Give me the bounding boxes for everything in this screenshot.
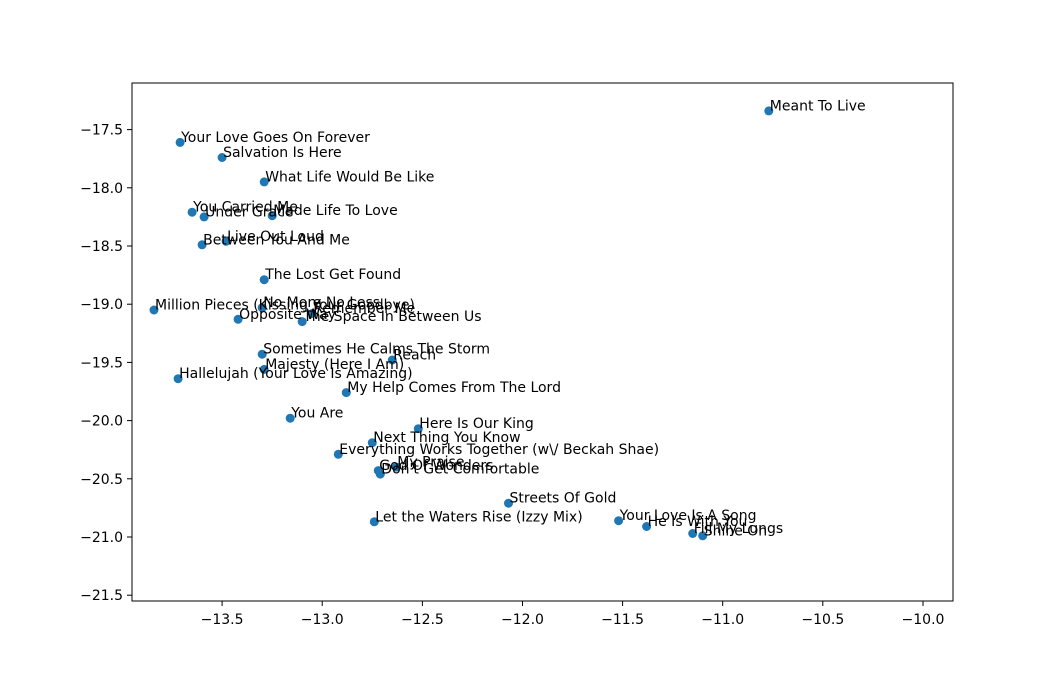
y-tick-label: −19.0 bbox=[80, 297, 123, 313]
point-label: Made Life To Love bbox=[273, 203, 398, 219]
point-label: What Life Would Be Like bbox=[265, 169, 434, 185]
point-label: The Space In Between Us bbox=[302, 309, 481, 325]
y-tick-label: −21.5 bbox=[80, 588, 123, 604]
data-point bbox=[221, 236, 231, 246]
point-label: Reach bbox=[393, 348, 436, 364]
y-tick-label: −19.5 bbox=[80, 355, 123, 371]
point-label: Your Love Goes On Forever bbox=[180, 130, 370, 146]
data-point bbox=[391, 462, 401, 472]
point-label: The Lost Get Found bbox=[264, 267, 401, 283]
x-tick-label: −11.5 bbox=[601, 612, 644, 628]
data-point bbox=[257, 349, 267, 359]
y-tick-label: −17.5 bbox=[80, 123, 123, 139]
point-label: Hallelujah (Your Love Is Amazing) bbox=[179, 366, 412, 382]
point-label: He Is With You bbox=[648, 514, 748, 530]
data-point bbox=[333, 449, 343, 459]
data-point bbox=[307, 309, 317, 318]
point-label: Opposite Way bbox=[239, 307, 336, 323]
data-point bbox=[688, 529, 698, 538]
data-point bbox=[614, 516, 624, 526]
point-label: No More No Less bbox=[263, 295, 380, 311]
point-label: My Praise bbox=[397, 455, 464, 471]
point-label: Your Love Is A Song bbox=[619, 508, 757, 524]
point-label: Salvation Is Here bbox=[223, 145, 342, 161]
data-point bbox=[259, 364, 269, 374]
axes-frame bbox=[131, 82, 954, 602]
x-tick-label: −12.0 bbox=[501, 612, 544, 628]
point-label: Remember Me bbox=[313, 301, 415, 317]
data-point bbox=[149, 305, 159, 315]
data-point bbox=[504, 498, 513, 508]
data-point bbox=[187, 207, 197, 217]
point-label: My Help Comes From The Lord bbox=[347, 380, 561, 396]
data-point bbox=[764, 106, 774, 116]
x-tick-label: −10.0 bbox=[902, 612, 945, 628]
point-label: Shine On bbox=[704, 523, 767, 539]
y-axis: −17.5 −18.0 −18.5 −19.0 −19.5 −20.0 −20.5 −21.0… bbox=[80, 123, 132, 604]
point-label: You Carried Me bbox=[192, 200, 298, 216]
data-point bbox=[267, 211, 277, 221]
point-label: Live Out Loud bbox=[227, 229, 324, 245]
data-point bbox=[375, 469, 385, 479]
data-point bbox=[259, 177, 269, 187]
data-point bbox=[285, 413, 295, 423]
data-point bbox=[297, 317, 307, 327]
data-point bbox=[259, 275, 269, 285]
labels-layer: Meant To Live Your Love Goes On ForeverSa… bbox=[155, 98, 866, 539]
data-point bbox=[233, 314, 243, 324]
point-label: Meant To Live bbox=[770, 98, 866, 114]
y-tick-label: −18.0 bbox=[80, 181, 123, 197]
point-label: Next Thing You Know bbox=[373, 430, 520, 446]
point-label: Fill My Lungs bbox=[694, 521, 783, 537]
point-label: Let the Waters Rise (Izzy Mix) bbox=[375, 509, 582, 525]
x-tick-label: −13.0 bbox=[301, 612, 344, 628]
point-label: Sometimes He Calms The Storm bbox=[263, 342, 490, 358]
data-point bbox=[197, 240, 207, 250]
data-point bbox=[413, 424, 423, 434]
point-label: Majesty (Here I Am) bbox=[265, 357, 404, 373]
data-point bbox=[387, 355, 397, 365]
data-point bbox=[257, 303, 267, 313]
y-tick-label: −18.5 bbox=[80, 239, 123, 255]
data-point bbox=[369, 517, 379, 527]
data-point bbox=[199, 212, 209, 222]
point-label: Between You And Me bbox=[203, 232, 350, 248]
point-label: Don't Get Comfortable bbox=[381, 462, 539, 478]
point-label: Here Is Our King bbox=[419, 416, 533, 432]
data-point bbox=[175, 137, 185, 147]
data-point bbox=[642, 522, 652, 531]
point-label: Million Pieces (Kissing Your Goodbye) bbox=[155, 298, 415, 314]
y-tick-label: −21.0 bbox=[80, 530, 123, 546]
x-tick-label: −13.5 bbox=[201, 612, 244, 628]
point-label: Streets Of Gold bbox=[510, 491, 617, 507]
x-tick-label: −12.5 bbox=[401, 612, 444, 628]
data-point bbox=[217, 153, 227, 162]
y-tick-label: −20.0 bbox=[80, 414, 123, 430]
x-axis: −13.5 −13.0 −12.5 −12.0 −11.5 −11.0 −10.5 −10.0 bbox=[201, 601, 945, 628]
data-point bbox=[698, 531, 708, 541]
point-label: You Are bbox=[290, 406, 343, 422]
point-label: Under Grace bbox=[205, 204, 293, 220]
plot-area bbox=[132, 83, 953, 601]
point-label: Everything Works Together (w\/ Beckah Sh… bbox=[339, 442, 659, 458]
data-point bbox=[173, 374, 183, 384]
points-layer bbox=[149, 106, 774, 541]
data-point bbox=[367, 438, 377, 448]
y-tick-label: −20.5 bbox=[80, 472, 123, 488]
point-label: God Of Wonders bbox=[379, 458, 493, 474]
x-tick-label: −11.0 bbox=[701, 612, 744, 628]
x-tick-label: −10.5 bbox=[801, 612, 844, 628]
data-point bbox=[341, 388, 351, 398]
